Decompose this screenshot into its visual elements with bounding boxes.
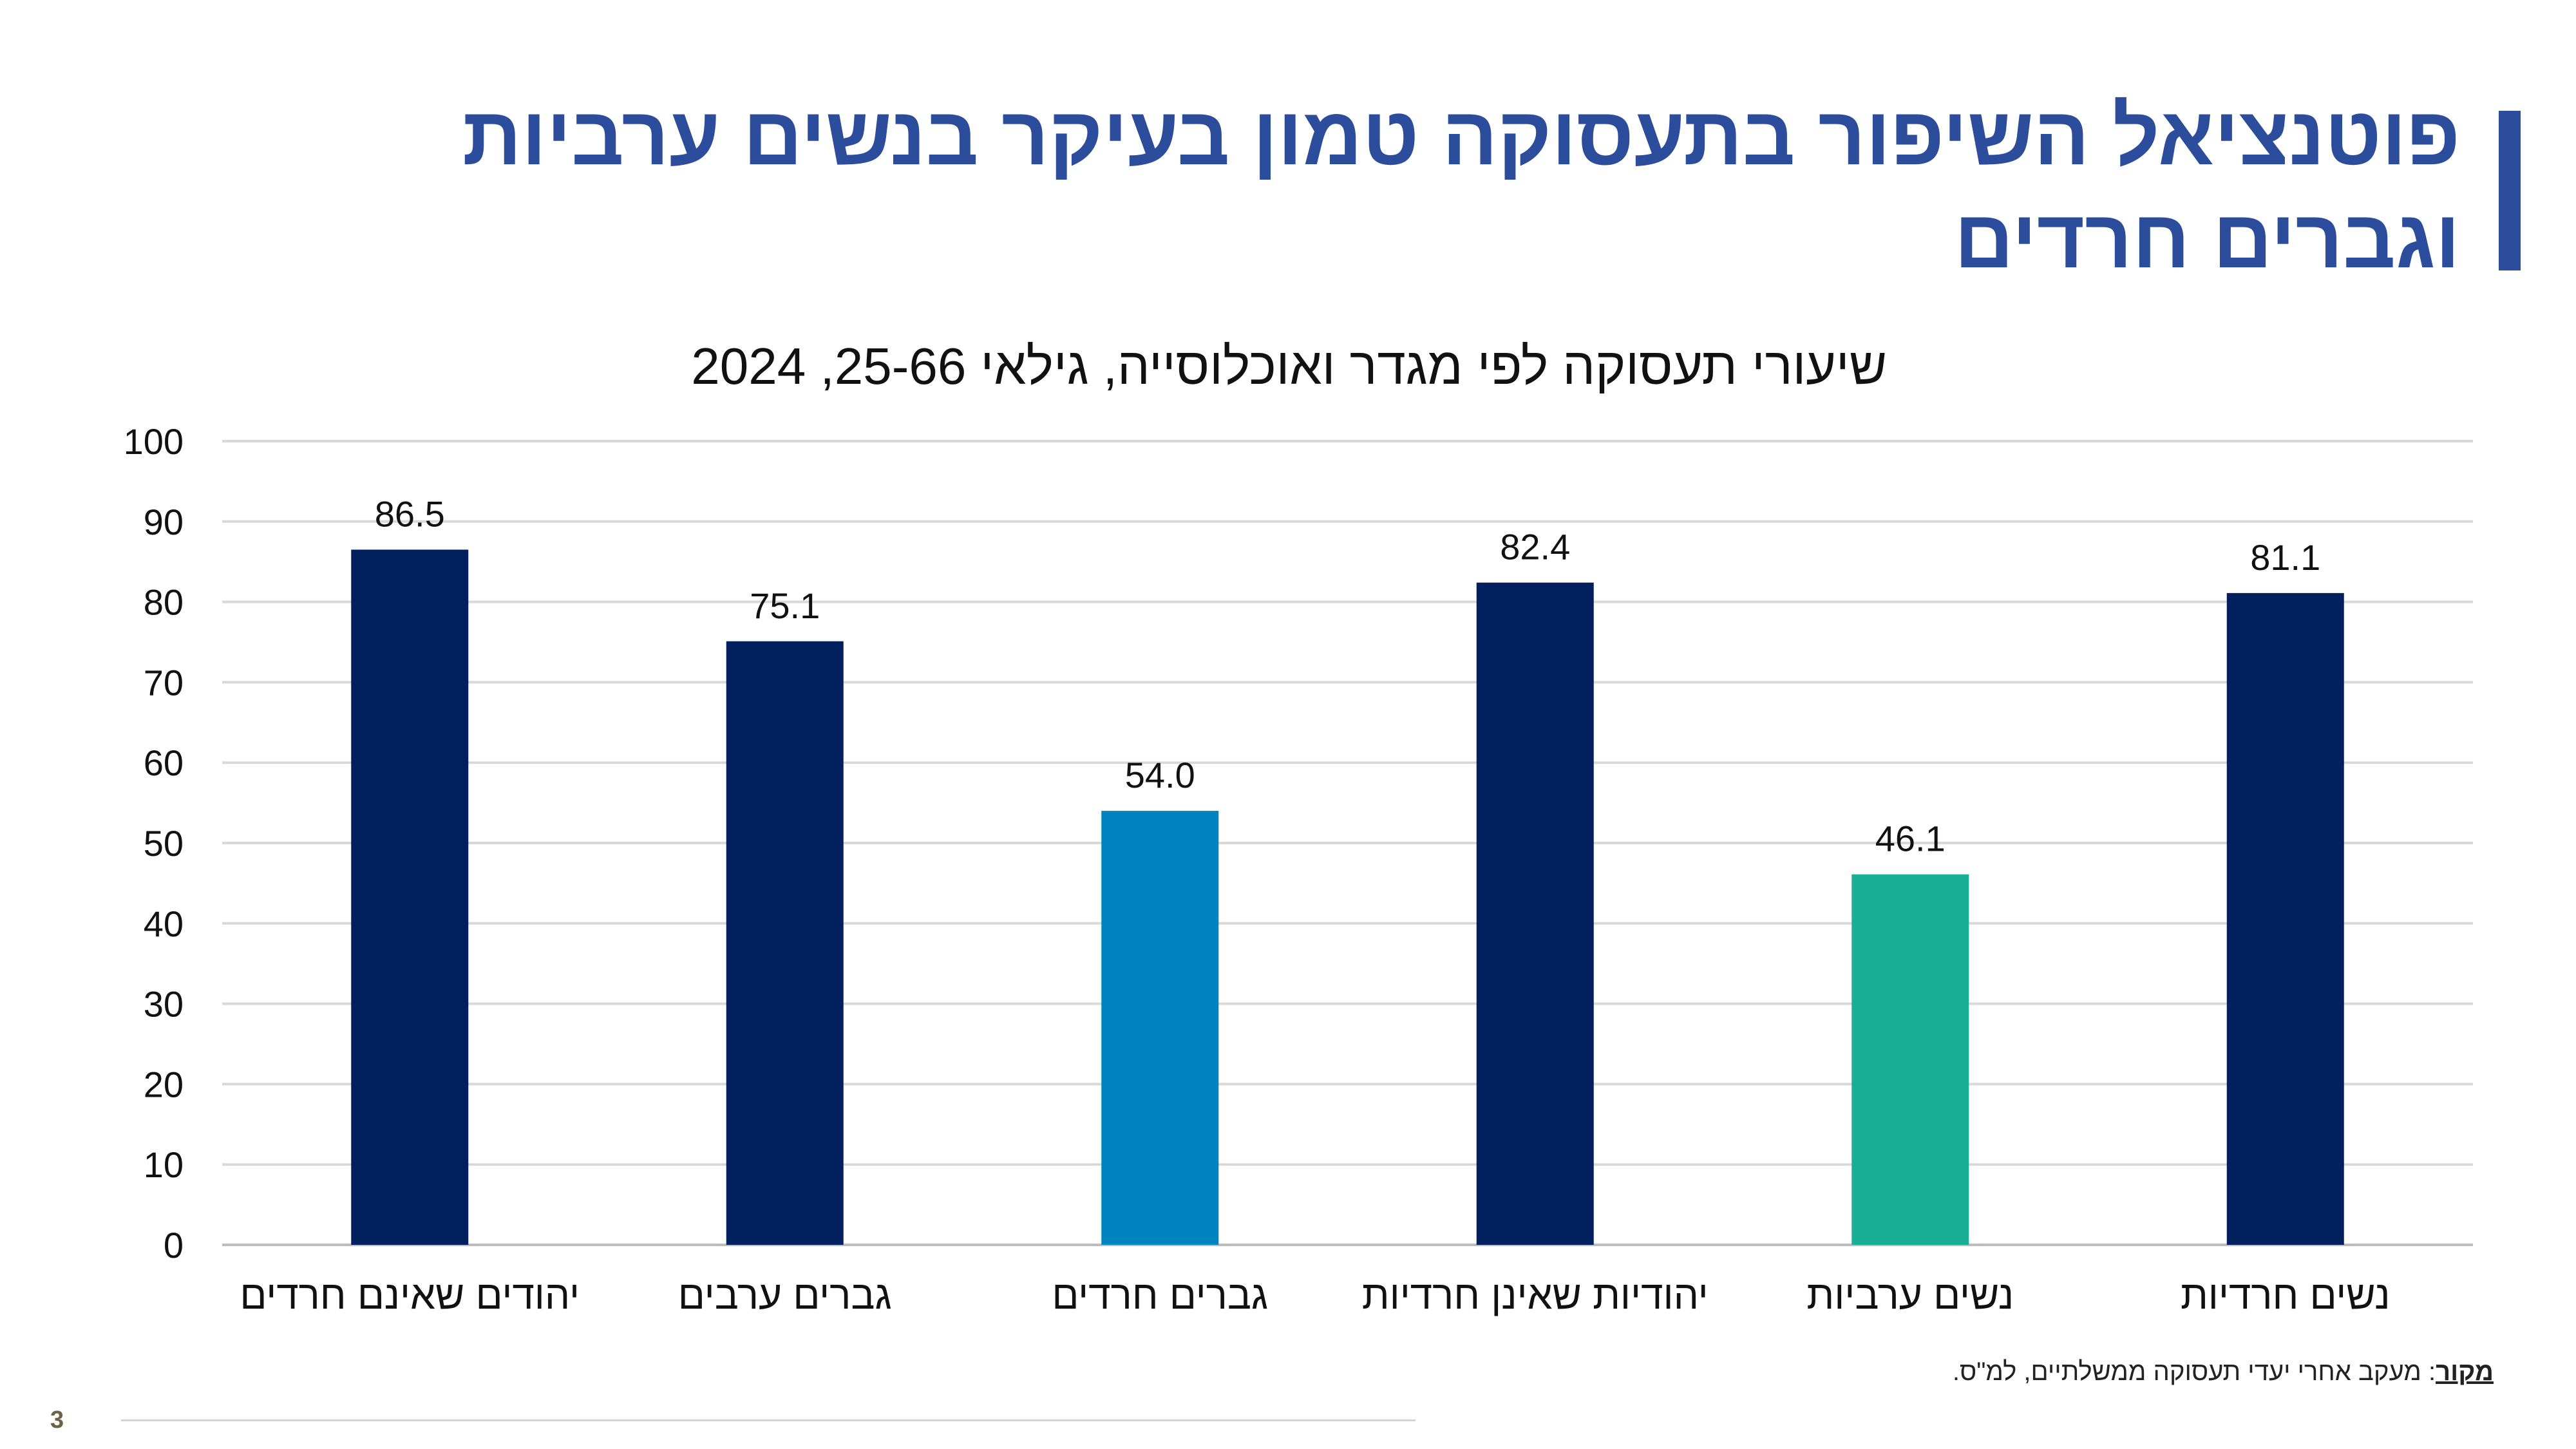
category-label: גברים חרדים — [1052, 1273, 1268, 1318]
category-label: יהודים שאינם חרדים — [240, 1273, 580, 1318]
y-tick-label: 80 — [144, 582, 184, 623]
footer-divider — [121, 1419, 1416, 1421]
data-label: 81.1 — [2250, 537, 2320, 578]
page-title: פוטנציאל השיפור בתעסוקה טמון בעיקר בנשים… — [142, 85, 2460, 291]
data-label: 82.4 — [1500, 527, 1570, 567]
y-tick-label: 20 — [144, 1064, 184, 1104]
data-label: 54.0 — [1125, 755, 1195, 795]
data-label: 86.5 — [375, 493, 445, 534]
y-tick-label: 90 — [144, 502, 184, 542]
bar — [726, 641, 844, 1245]
y-tick-label: 30 — [144, 984, 184, 1025]
y-tick-label: 10 — [144, 1144, 184, 1185]
title-accent-bar — [2499, 111, 2521, 270]
data-label: 46.1 — [1875, 819, 1946, 859]
data-label: 75.1 — [750, 585, 820, 626]
chart-title: שיעורי תעסוקה לפי מגדר ואוכלוסייה, גילאי… — [691, 337, 1887, 395]
page-number: 3 — [50, 1406, 64, 1434]
category-label: נשים ערביות — [1806, 1273, 2014, 1318]
bar — [2226, 592, 2344, 1245]
category-label: נשים חרדיות — [2181, 1273, 2391, 1318]
source-label: מקור — [2436, 1358, 2494, 1386]
bar — [1852, 874, 1969, 1245]
y-tick-label: 60 — [144, 743, 184, 783]
bar — [1476, 582, 1594, 1245]
bar — [1101, 811, 1219, 1245]
category-label: גברים ערבים — [678, 1273, 892, 1318]
y-tick-label: 100 — [124, 421, 184, 462]
page-title-line-2: וגברים חרדים — [1954, 193, 2460, 285]
y-tick-label: 50 — [144, 823, 184, 864]
source-note: מקור: מעקב אחרי יעדי תעסוקה ממשלתיים, למ… — [1953, 1354, 2494, 1390]
page-title-line-1: פוטנציאל השיפור בתעסוקה טמון בעיקר בנשים… — [462, 90, 2460, 182]
y-tick-label: 0 — [164, 1225, 184, 1265]
category-label: יהודיות שאינן חרדיות — [1362, 1273, 1709, 1318]
y-tick-label: 70 — [144, 662, 184, 703]
source-text: : מעקב אחרי יעדי תעסוקה ממשלתיים, למ"ס. — [1952, 1358, 2436, 1386]
bar — [351, 549, 469, 1245]
y-tick-label: 40 — [144, 904, 184, 944]
